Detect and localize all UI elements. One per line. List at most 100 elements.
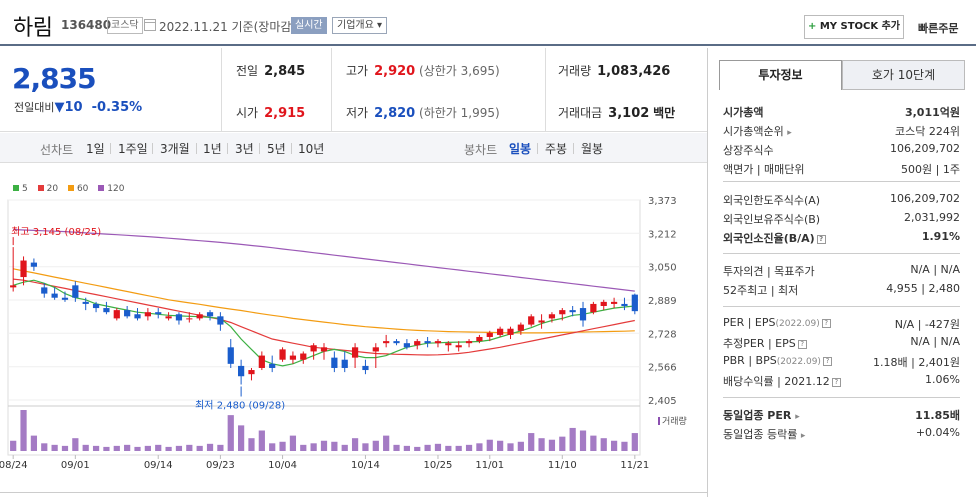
change-label: 전일대비 xyxy=(14,101,55,114)
market-cap-label: 시가총액 xyxy=(723,106,764,119)
tab-1day[interactable]: 1일 xyxy=(86,142,105,156)
pbr-row: PBR | BPS(2022.09)? 1.18배 | 2,401원 xyxy=(723,354,960,369)
company-overview-dropdown[interactable]: 기업개요 ▾ xyxy=(332,17,387,34)
volume-bar xyxy=(269,443,276,451)
candle-body xyxy=(155,312,162,315)
candle-body xyxy=(320,347,328,352)
tab-5year[interactable]: 5년 xyxy=(267,142,286,156)
prev-close-label: 전일 xyxy=(236,64,259,78)
week52-high-value: 4,955 xyxy=(886,282,918,295)
candle-body xyxy=(548,314,556,319)
divider xyxy=(723,253,960,254)
volume-bar xyxy=(92,445,100,451)
prev-close-value: 2,845 xyxy=(264,64,306,79)
volume-bar xyxy=(351,438,359,451)
help-icon[interactable]: ? xyxy=(822,357,832,366)
line-chart-label: 선차트 xyxy=(40,143,74,157)
chart-legend: 5 20 60 120 xyxy=(13,184,131,194)
candle-body xyxy=(424,341,431,344)
help-icon[interactable]: ? xyxy=(797,340,807,349)
change-percent: -0.35% xyxy=(91,100,143,115)
sector-per-value: 11.85배 xyxy=(915,409,960,422)
candle-body xyxy=(238,365,245,377)
candle-body xyxy=(258,355,265,368)
volume-bar xyxy=(217,444,224,451)
amount-value: 3,102 xyxy=(608,106,650,121)
opinion-value: N/A xyxy=(910,263,930,276)
candle-body xyxy=(476,336,483,342)
candle-body xyxy=(631,294,638,312)
volume-bar xyxy=(393,444,400,451)
volume-bar xyxy=(258,430,265,451)
divider xyxy=(331,48,332,132)
tab-1week[interactable]: 1주일 xyxy=(118,142,148,156)
tab-monthly[interactable]: 월봉 xyxy=(581,142,604,156)
calendar-icon xyxy=(144,19,156,31)
candle-body xyxy=(196,314,203,319)
volume-bar xyxy=(528,433,535,451)
trade-unit-value: 1주 xyxy=(942,163,960,176)
caret-icon: ▸ xyxy=(795,412,800,422)
investment-info-panel: 투자정보 호가 10단계 시가총액 3,011억원 시가총액순위 ▸ 코스닥 224… xyxy=(707,48,976,497)
help-icon[interactable]: ? xyxy=(831,378,841,387)
tab-3month[interactable]: 3개월 xyxy=(160,142,190,156)
market-cap-block: 시가총액 3,011억원 시가총액순위 ▸ 코스닥 224위 상장주식수 106,20… xyxy=(723,102,960,178)
tab-orderbook[interactable]: 호가 10단계 xyxy=(842,60,965,90)
volume-bar xyxy=(548,439,556,451)
shares-value: 106,209,702 xyxy=(890,142,960,155)
volume-bar xyxy=(341,444,348,451)
market-rank-row: 시가총액순위 ▸ 코스닥 224위 xyxy=(723,121,960,140)
volume-bar xyxy=(476,443,483,451)
trade-amount: 거래대금 3,102 백만 xyxy=(558,104,675,121)
change-value: 10 xyxy=(64,100,83,115)
legend-ma60: 60 xyxy=(67,184,88,194)
change-row: 전일대비▼10 -0.35% xyxy=(14,99,142,115)
volume-bar xyxy=(559,436,566,451)
realtime-button[interactable]: 실시간 xyxy=(291,17,327,34)
sector-per-label[interactable]: 동일업종 PER ▸ xyxy=(723,409,800,422)
candle-body xyxy=(414,341,421,346)
market-rank-label[interactable]: 시가총액순위 ▸ xyxy=(723,125,792,138)
foreign-block: 외국인한도주식수(A) 106,209,702 외국인보유주식수(B) 2,031,… xyxy=(723,190,960,247)
candle-body xyxy=(113,310,120,319)
foreign-hold-row: 외국인보유주식수(B) 2,031,992 xyxy=(723,209,960,228)
high-price: 고가 2,920 (상한가 3,695) xyxy=(346,62,500,79)
candle-body xyxy=(30,262,38,267)
help-icon[interactable]: ? xyxy=(816,235,826,244)
tab-weekly[interactable]: 주봉 xyxy=(545,142,568,156)
tab-investment-info[interactable]: 투자정보 xyxy=(719,60,842,90)
tab-1year[interactable]: 1년 xyxy=(203,142,222,156)
quick-order-button[interactable]: 빠른주문 xyxy=(918,22,959,35)
divider xyxy=(723,397,960,398)
opinion-row: 투자의견 | 목표주가 N/A | N/A xyxy=(723,263,960,278)
x-tick-label: 10/14 xyxy=(351,460,380,471)
candle-body xyxy=(20,260,27,278)
x-tick-label: 09/23 xyxy=(206,460,235,471)
low-value: 2,820 xyxy=(374,106,416,121)
tab-daily[interactable]: 일봉 xyxy=(509,142,532,156)
help-icon[interactable]: ? xyxy=(821,319,831,328)
open-label: 시가 xyxy=(236,106,259,120)
candle-body xyxy=(621,303,628,306)
candle-body xyxy=(341,359,348,368)
divider xyxy=(723,181,960,182)
tab-3year[interactable]: 3년 xyxy=(235,142,254,156)
y-tick-label: 2,405 xyxy=(648,396,677,407)
foreign-limit-value: 106,209,702 xyxy=(890,192,960,205)
prev-close: 전일 2,845 xyxy=(236,62,305,79)
volume-legend-mark xyxy=(658,417,660,425)
separator xyxy=(537,143,538,154)
my-stock-add-button[interactable]: + MY STOCK 추가 xyxy=(804,15,904,39)
volume-bar xyxy=(41,443,48,451)
stock-code: 136480 xyxy=(61,18,112,32)
y-tick-label: 2,889 xyxy=(648,296,677,307)
volume-bar xyxy=(507,443,514,451)
candle-body xyxy=(465,341,473,344)
sector-change-label[interactable]: 동일업종 등락률 ▸ xyxy=(723,428,806,441)
tab-10year[interactable]: 10년 xyxy=(298,142,325,156)
volume-bar xyxy=(403,445,410,451)
volume-bar xyxy=(445,445,452,451)
dividend-label: 배당수익률 | 2021.12 xyxy=(723,375,830,388)
candle-body xyxy=(610,301,618,304)
chart-svg[interactable]: 3,373 3,212 3,050 2,889 2,728 2,566 2,405 거래량 최고… xyxy=(0,178,707,492)
